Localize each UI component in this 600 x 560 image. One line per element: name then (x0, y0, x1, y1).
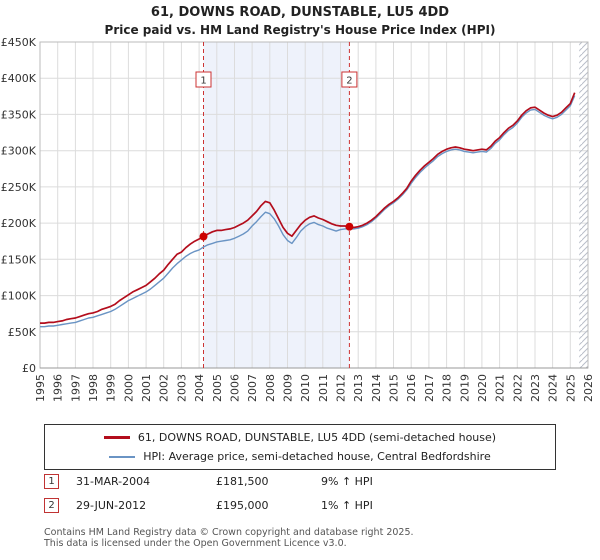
svg-text:2017: 2017 (423, 374, 436, 402)
svg-text:1998: 1998 (87, 374, 100, 402)
svg-text:2004: 2004 (193, 374, 206, 402)
svg-text:2020: 2020 (476, 374, 489, 402)
legend-swatch (103, 436, 130, 439)
footer-line1: Contains HM Land Registry data © Crown c… (44, 527, 414, 538)
hpi-line (40, 95, 576, 328)
property-price-line (40, 92, 576, 324)
svg-text:2015: 2015 (388, 374, 401, 402)
svg-text:£150K: £150K (1, 253, 37, 266)
svg-text:2006: 2006 (229, 374, 242, 402)
legend-swatch (109, 455, 136, 458)
svg-text:2014: 2014 (370, 374, 383, 402)
svg-text:1997: 1997 (69, 374, 82, 402)
sale-price: £181,500 (216, 475, 269, 488)
svg-text:1999: 1999 (105, 374, 118, 402)
svg-text:£200K: £200K (1, 217, 37, 230)
svg-text:2002: 2002 (158, 374, 171, 402)
chart-title: 61, DOWNS ROAD, DUNSTABLE, LU5 4DD (150, 5, 450, 20)
svg-text:2023: 2023 (529, 374, 542, 402)
svg-text:1996: 1996 (52, 374, 65, 402)
copyright-footer: Contains HM Land Registry data © Crown c… (44, 527, 414, 549)
svg-text:2021: 2021 (494, 374, 507, 402)
svg-text:2008: 2008 (264, 374, 277, 402)
sales-annotations: 1 31-MAR-2004 £181,500 9% ↑ HPI 2 29-JUN-2012… (44, 474, 373, 513)
svg-text:2012: 2012 (335, 374, 348, 402)
svg-text:2026: 2026 (582, 374, 595, 402)
svg-text:2018: 2018 (441, 374, 454, 402)
sale-marker-1 (199, 232, 208, 241)
legend-label: HPI: Average price, semi-detached house,… (143, 450, 491, 463)
svg-text:2011: 2011 (317, 374, 330, 402)
svg-text:2013: 2013 (352, 374, 365, 402)
legend-item: 61, DOWNS ROAD, DUNSTABLE, LU5 4DD (semi… (45, 430, 555, 445)
svg-text:2000: 2000 (122, 374, 135, 402)
sale-hpi-delta: 9% ↑ HPI (321, 475, 373, 488)
svg-text:2007: 2007 (246, 374, 259, 402)
sale-flag-1 (195, 71, 212, 88)
sale-row: 1 31-MAR-2004 £181,500 9% ↑ HPI (44, 474, 373, 489)
footer-line2: This data is licensed under the Open Gov… (44, 538, 347, 549)
svg-text:2025: 2025 (564, 374, 577, 402)
svg-text:2010: 2010 (299, 374, 312, 402)
svg-text:2001: 2001 (140, 374, 153, 402)
svg-text:2024: 2024 (547, 374, 560, 402)
svg-text:£350K: £350K (1, 108, 37, 121)
legend-box: 61, DOWNS ROAD, DUNSTABLE, LU5 4DD (semi… (44, 424, 556, 470)
sale-flag-2 (341, 71, 358, 88)
svg-text:2016: 2016 (405, 374, 418, 402)
svg-text:2022: 2022 (511, 374, 524, 402)
svg-text:2003: 2003 (175, 374, 188, 402)
sale-date: 31-MAR-2004 (76, 475, 151, 488)
svg-text:£450K: £450K (1, 36, 37, 49)
svg-text:£400K: £400K (1, 72, 37, 85)
legend-item: HPI: Average price, semi-detached house,… (45, 449, 555, 464)
legend-label: 61, DOWNS ROAD, DUNSTABLE, LU5 4DD (semi… (137, 431, 497, 444)
svg-text:£100K: £100K (1, 290, 37, 303)
sale-hpi-delta: 1% ↑ HPI (321, 499, 373, 512)
sale-number-box: 1 (44, 474, 59, 489)
svg-text:£250K: £250K (1, 181, 37, 194)
chart-subtitle: Price paid vs. HM Land Registry's House … (104, 23, 496, 37)
sale-number-box: 2 (44, 498, 59, 513)
svg-text:2019: 2019 (458, 374, 471, 402)
sale-date: 29-JUN-2012 (76, 499, 147, 512)
between-sales-band (203, 42, 350, 368)
future-hatch-region (579, 42, 588, 368)
svg-text:2009: 2009 (282, 374, 295, 402)
svg-text:£0: £0 (22, 362, 36, 375)
svg-text:£300K: £300K (1, 145, 37, 158)
price-history-chart: 1 2 £0 £50K £100K £150K £200K £250K £300K £350K £4… (1, 36, 595, 402)
svg-text:1: 1 (200, 76, 206, 87)
svg-text:2005: 2005 (211, 374, 224, 402)
svg-text:2: 2 (346, 76, 352, 87)
svg-text:£50K: £50K (8, 326, 37, 339)
sale-price: £195,000 (216, 499, 269, 512)
sale-row: 2 29-JUN-2012 £195,000 1% ↑ HPI (44, 498, 373, 513)
svg-text:1995: 1995 (34, 374, 47, 402)
sale-marker-2 (345, 222, 354, 231)
